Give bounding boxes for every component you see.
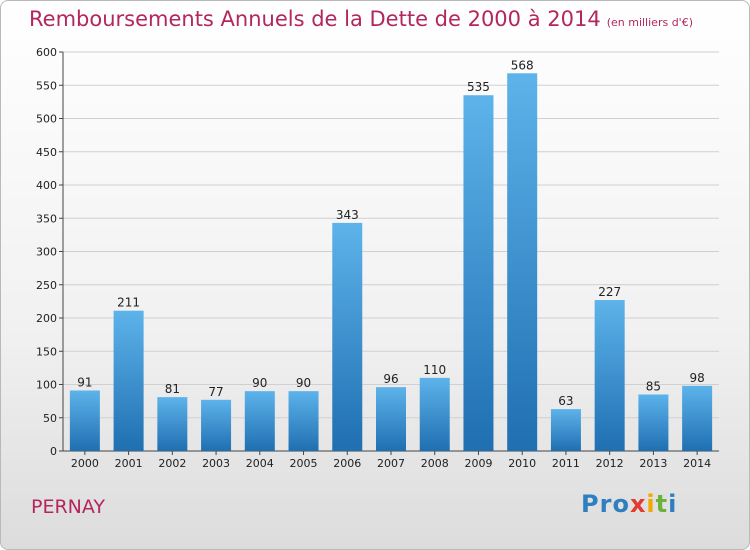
- bar-2003: [201, 399, 232, 451]
- bar-2008: [419, 377, 450, 451]
- logo-letter: i: [668, 490, 678, 518]
- bar-2013: [638, 394, 669, 451]
- x-tick-label-2013: 2013: [639, 457, 667, 470]
- bar-2012: [594, 300, 625, 451]
- value-label-2012: 227: [598, 285, 621, 299]
- x-tick-label-2002: 2002: [158, 457, 186, 470]
- x-tick-label-2003: 2003: [202, 457, 230, 470]
- value-label-2010: 568: [511, 58, 534, 72]
- x-tick-label-2001: 2001: [115, 457, 143, 470]
- logo-letter: P: [581, 490, 600, 518]
- y-tick-label: 150: [36, 345, 57, 358]
- value-label-2013: 85: [646, 379, 661, 393]
- x-tick-label-2000: 2000: [71, 457, 99, 470]
- value-label-2001: 211: [117, 296, 140, 310]
- proxiti-logo: Proxiti: [581, 490, 677, 518]
- y-tick-label: 300: [36, 246, 57, 259]
- x-tick-label-2009: 2009: [464, 457, 492, 470]
- commune-name: PERNAY: [31, 496, 106, 518]
- value-label-2002: 81: [165, 382, 180, 396]
- y-tick-label: 350: [36, 212, 57, 225]
- bar-2001: [113, 310, 144, 451]
- y-tick-label: 250: [36, 279, 57, 292]
- value-label-2000: 91: [77, 375, 92, 389]
- logo-letter: t: [655, 490, 669, 518]
- bar-2009: [463, 95, 494, 451]
- value-label-2014: 98: [689, 371, 704, 385]
- logo-letter: i: [646, 490, 656, 518]
- value-label-2009: 535: [467, 80, 490, 94]
- labels: 91 2000 211 2001 81 2002 77 2003 90 2004 90 2005 343…: [71, 58, 711, 470]
- chart-title-text: Remboursements Annuels de la Dette de 20…: [29, 7, 601, 31]
- x-tick-label-2005: 2005: [290, 457, 318, 470]
- value-label-2006: 343: [336, 208, 359, 222]
- value-label-2004: 90: [252, 376, 267, 390]
- value-label-2003: 77: [208, 385, 223, 399]
- value-label-2005: 90: [296, 376, 311, 390]
- bar-2005: [288, 391, 319, 451]
- y-tick-label: 200: [36, 312, 57, 325]
- y-tick-label: 500: [36, 113, 57, 126]
- x-tick-label-2006: 2006: [333, 457, 361, 470]
- bar-2014: [682, 385, 713, 451]
- bar-2010: [507, 73, 538, 451]
- logo-letter: r: [599, 490, 613, 518]
- x-tick-label-2014: 2014: [683, 457, 711, 470]
- y-tick-label: 50: [43, 412, 57, 425]
- value-label-2011: 63: [558, 394, 573, 408]
- chart-title: Remboursements Annuels de la Dette de 20…: [29, 7, 693, 31]
- logo-letter: x: [629, 490, 647, 518]
- bar-2011: [550, 409, 581, 451]
- bars: [69, 73, 713, 451]
- bar-2007: [376, 387, 406, 451]
- value-label-2008: 110: [423, 363, 446, 377]
- logo-letter: o: [612, 490, 630, 518]
- y-tick-label: 550: [36, 79, 57, 92]
- chart-subtitle: (en milliers d'€): [606, 16, 693, 29]
- bar-2004: [244, 391, 275, 451]
- x-tick-label-2010: 2010: [508, 457, 536, 470]
- x-tick-label-2011: 2011: [552, 457, 580, 470]
- value-label-2007: 96: [383, 372, 398, 386]
- x-tick-label-2004: 2004: [246, 457, 274, 470]
- x-tick-label-2008: 2008: [421, 457, 449, 470]
- bar-2002: [157, 397, 188, 451]
- bar-2006: [332, 222, 363, 451]
- x-tick-label-2007: 2007: [377, 457, 405, 470]
- x-tick-label-2012: 2012: [596, 457, 624, 470]
- y-tick-label: 400: [36, 179, 57, 192]
- y-tick-label: 450: [36, 146, 57, 159]
- y-tick-label: 0: [50, 445, 57, 458]
- y-tick-label: 100: [36, 379, 57, 392]
- bar-2000: [69, 390, 100, 451]
- y-tick-label: 600: [36, 46, 57, 59]
